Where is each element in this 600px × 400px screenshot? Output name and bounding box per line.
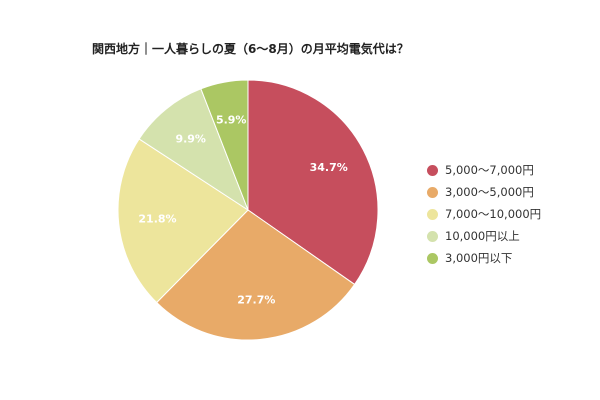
pie-slice [155, 209, 356, 341]
pie-slice [200, 79, 249, 211]
legend-label: 3,000〜5,000円 [445, 185, 534, 199]
pie-slice [138, 88, 250, 212]
slice-label: 9.9% [175, 132, 206, 145]
legend-label: 5,000〜7,000円 [445, 163, 534, 177]
legend: 5,000〜7,000円 3,000〜5,000円 7,000〜10,000円 10,… [427, 159, 541, 269]
legend-label: 3,000円以下 [445, 251, 513, 265]
legend-label: 7,000〜10,000円 [445, 207, 542, 221]
slice-label: 34.7% [310, 161, 348, 174]
legend-item: 3,000円以下 [427, 247, 541, 269]
pie-slice [247, 79, 379, 286]
slice-label: 21.8% [138, 213, 176, 226]
pie-slice [117, 138, 249, 304]
legend-swatch [427, 208, 438, 220]
legend-swatch [427, 252, 438, 264]
legend-swatch [427, 186, 438, 198]
legend-swatch [427, 164, 438, 176]
chart-title: 関西地方｜一人暮らしの夏（6〜8月）の月平均電気代は？ [92, 42, 409, 56]
legend-item: 3,000〜5,000円 [427, 181, 541, 203]
legend-swatch [427, 230, 438, 242]
legend-item: 5,000〜7,000円 [427, 159, 541, 181]
slice-label: 27.7% [237, 294, 275, 307]
slice-label: 5.9% [216, 114, 247, 127]
legend-item: 10,000円以上 [427, 225, 541, 247]
legend-item: 7,000〜10,000円 [427, 203, 541, 225]
legend-label: 10,000円以上 [445, 229, 520, 243]
